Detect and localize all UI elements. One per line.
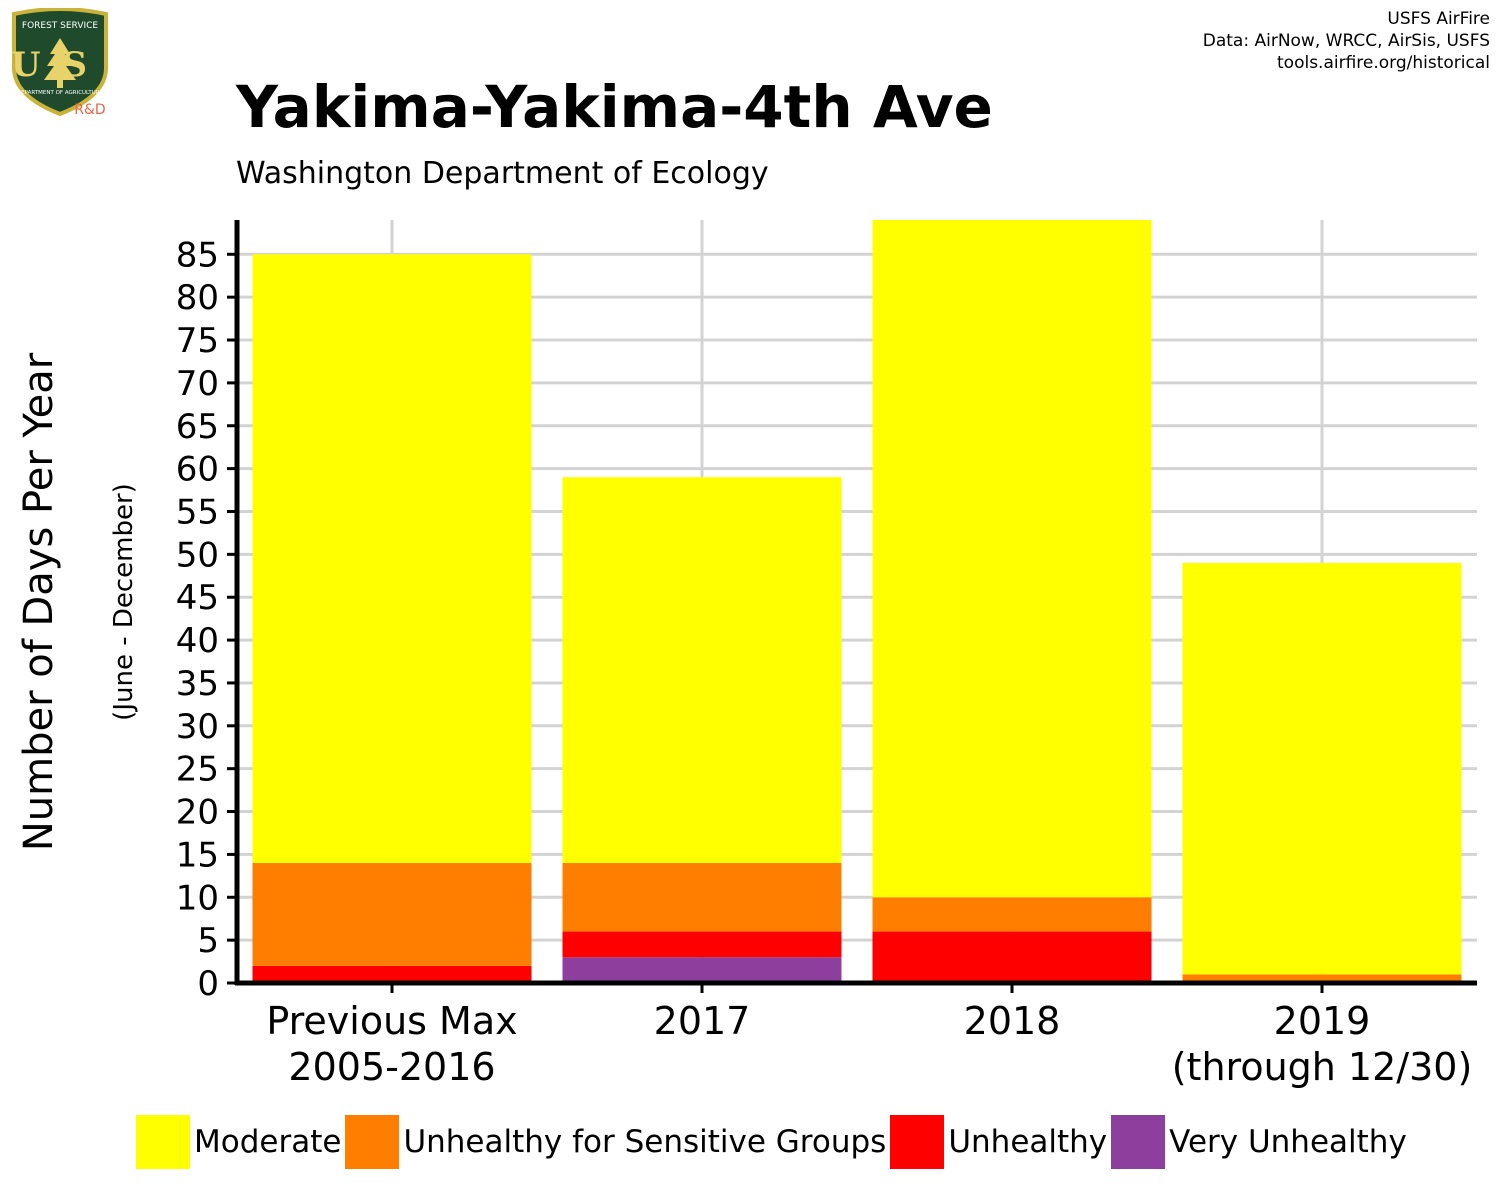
credit-line: Data: AirNow, WRCC, AirSis, USFS	[1202, 31, 1490, 51]
y-tick-label: 20	[176, 793, 219, 833]
bar-segment	[872, 220, 1152, 898]
x-tick-label: (through 12/30)	[1172, 1045, 1473, 1089]
logo-badge: R&D	[74, 102, 105, 118]
bar-segment	[872, 897, 1152, 932]
x-tick-label: 2005-2016	[288, 1045, 495, 1089]
y-tick-label: 25	[176, 750, 219, 790]
y-axis-sublabel: (June - December)	[109, 483, 139, 721]
y-tick-label: 40	[176, 621, 219, 661]
bar-segment	[252, 254, 532, 863]
legend-label: Very Unhealthy	[1169, 1124, 1407, 1160]
credits: USFS AirFire Data: AirNow, WRCC, AirSis,…	[1203, 8, 1490, 74]
forest-service-logo: FOREST SERVICE US DEPARTMENT OF AGRICULT…	[11, 8, 108, 118]
bar-segment	[252, 965, 532, 983]
legend-label: Unhealthy for Sensitive Groups	[403, 1124, 887, 1160]
legend-item: Very Unhealthy	[1111, 1115, 1407, 1169]
bar-segment	[562, 862, 842, 932]
x-tick-label: Previous Max	[266, 999, 517, 1043]
legend-swatch	[890, 1115, 945, 1169]
bar-segment	[252, 862, 532, 966]
y-axis-label: Number of Days Per Year	[16, 352, 62, 851]
credit-line: tools.airfire.org/historical	[1277, 53, 1490, 73]
x-tick-label: 2018	[964, 999, 1061, 1043]
y-tick-label: 15	[176, 835, 219, 875]
bar-segment	[562, 477, 842, 863]
bar-segment	[1182, 974, 1462, 983]
legend-item: Unhealthy for Sensitive Groups	[345, 1115, 886, 1169]
legend-swatch	[136, 1115, 190, 1169]
y-tick-label: 10	[176, 878, 219, 918]
y-tick-label: 75	[176, 321, 219, 361]
x-tick-label: 2019	[1274, 999, 1371, 1043]
chart-title: Yakima-Yakima-4th Ave	[236, 73, 993, 141]
bar-segment	[562, 957, 842, 983]
chart-subtitle: Washington Department of Ecology	[236, 156, 769, 191]
y-tick-label: 0	[197, 964, 219, 1004]
y-tick-label: 80	[176, 278, 219, 318]
legend-item: Moderate	[136, 1115, 341, 1169]
bars	[252, 220, 1462, 983]
y-tick-label: 45	[176, 578, 219, 618]
logo-top-text: FOREST SERVICE	[22, 21, 99, 31]
y-tick-label: 70	[176, 364, 219, 404]
x-tick-label: 2017	[654, 999, 751, 1043]
legend-label: Moderate	[194, 1124, 342, 1160]
bar-segment	[1182, 562, 1462, 975]
bar-segment	[562, 931, 842, 958]
tree-icon	[44, 38, 76, 88]
axes	[227, 220, 1477, 993]
logo-bottom-text: DEPARTMENT OF AGRICULTURE	[17, 90, 104, 96]
y-tick-label: 60	[176, 450, 219, 490]
y-tick-label: 55	[176, 492, 219, 532]
bar-segment	[872, 931, 1152, 983]
y-tick-label: 35	[176, 664, 219, 704]
legend-swatch	[1111, 1115, 1166, 1169]
y-tick-label: 50	[176, 535, 219, 575]
y-tick-label: 5	[197, 921, 219, 961]
legend-swatch	[345, 1115, 400, 1169]
y-tick-label: 65	[176, 407, 219, 447]
y-tick-label: 85	[176, 235, 219, 275]
y-tick-label: 30	[176, 707, 219, 747]
legend: Moderate Unhealthy for Sensitive Groups Un…	[136, 1114, 1411, 1170]
legend-label: Unhealthy	[948, 1124, 1108, 1160]
credit-line: USFS AirFire	[1387, 9, 1490, 29]
legend-item: Unhealthy	[890, 1115, 1107, 1169]
